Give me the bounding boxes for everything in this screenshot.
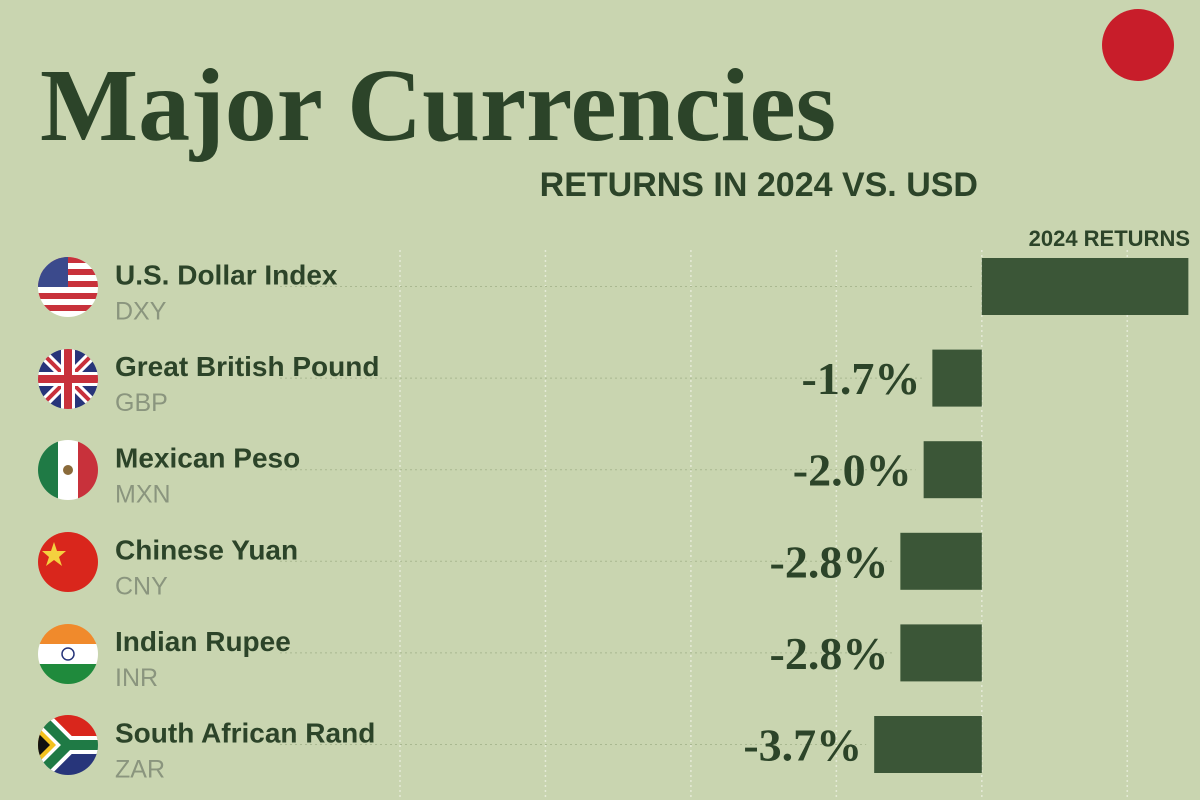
value-label: -1.7%: [802, 353, 921, 404]
category-code: CNY: [115, 572, 168, 600]
bar: [900, 532, 982, 590]
column-label: 2024 RETURNS: [1029, 226, 1190, 251]
value-label: -2.8%: [770, 536, 889, 587]
category-code: GBP: [115, 389, 168, 417]
bar: [874, 716, 982, 773]
category-label: Great British Pound: [115, 351, 379, 382]
bar: [981, 258, 1189, 315]
grid: [399, 250, 1129, 800]
chart-title: Major Currencies: [40, 48, 836, 163]
flag-mx: [38, 440, 98, 500]
category-code: INR: [115, 664, 158, 692]
value-label: -3.7%: [743, 720, 862, 771]
flag-za: [38, 715, 98, 775]
category-code: MXN: [115, 481, 171, 509]
bar: [932, 349, 982, 407]
value-label: -2.8%: [770, 628, 889, 679]
category-label: Indian Rupee: [115, 626, 291, 657]
flag-us: [38, 257, 98, 317]
category-label: U.S. Dollar Index: [115, 260, 338, 291]
flag-in: [38, 624, 98, 684]
category-label: Mexican Peso: [115, 443, 300, 474]
flag-uk: [38, 349, 98, 409]
category-code: DXY: [115, 298, 167, 326]
category-label: South African Rand: [115, 718, 375, 749]
category-code: ZAR: [115, 756, 165, 784]
value-label: -2.0%: [793, 445, 912, 496]
flag-cn: [38, 532, 98, 592]
chart-subtitle: RETURNS IN 2024 VS. USD: [540, 166, 978, 204]
bar: [923, 441, 982, 499]
watermark: [1102, 9, 1174, 81]
bar: [900, 624, 982, 682]
category-label: Chinese Yuan: [115, 534, 298, 565]
